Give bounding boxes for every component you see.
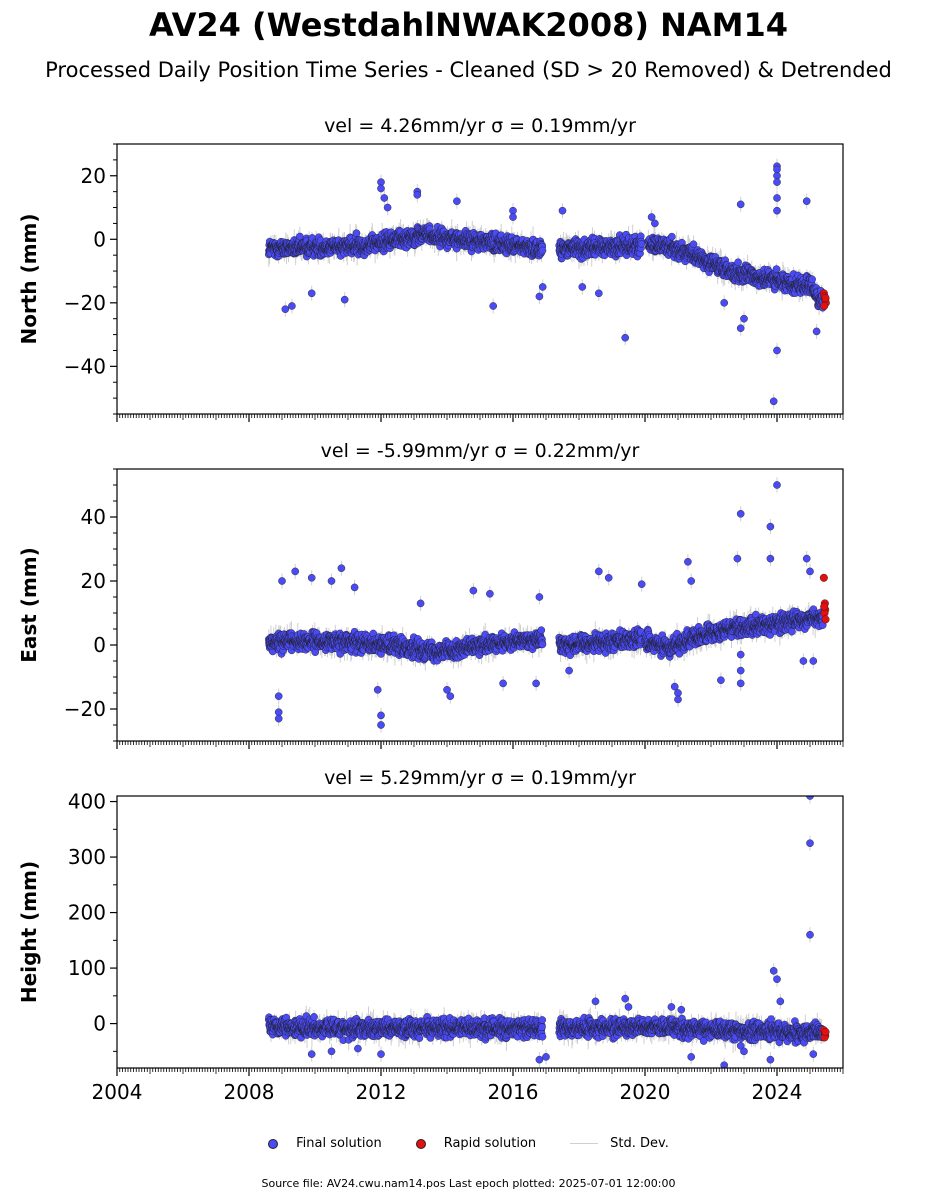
final-point-outlier: [647, 213, 656, 221]
final-point-outlier: [802, 197, 811, 205]
final-point-outlier: [307, 289, 316, 298]
plot-area-0: [264, 158, 830, 409]
final-point-outlier: [509, 213, 517, 221]
final-point-outlier: [558, 206, 567, 215]
final-point-outlier: [489, 302, 498, 310]
final-point-outlier: [769, 397, 778, 406]
y-tick-label: 0: [93, 227, 106, 251]
final-point-outlier: [377, 178, 385, 186]
final-point-outlier: [288, 302, 296, 310]
final-point-outlier: [377, 184, 385, 193]
final-points-0: [264, 162, 827, 406]
final-point: [296, 232, 304, 241]
final-point: [808, 275, 816, 284]
final-point-outlier: [340, 295, 349, 304]
final-point: [668, 232, 676, 241]
final-point-outlier: [773, 178, 781, 186]
y-tick-label: −40: [64, 354, 106, 378]
final-point-outlier: [736, 200, 745, 209]
final-point-outlier: [621, 333, 630, 342]
panel-title-0: vel = 4.26mm/yr σ = 0.19mm/yr: [324, 115, 636, 137]
final-point-outlier: [538, 283, 547, 291]
rapid-point: [820, 302, 829, 311]
final-point: [538, 246, 547, 255]
final-points-1: [264, 481, 827, 729]
rapid-points-0: [819, 289, 830, 311]
y-tick-label: 20: [81, 164, 106, 188]
final-point-outlier: [383, 203, 392, 212]
final-point-outlier: [812, 327, 821, 336]
final-point-outlier: [281, 305, 290, 313]
final-point-outlier: [651, 219, 659, 228]
final-point: [734, 258, 742, 267]
y-axis-label-0: North (mm): [17, 213, 41, 344]
plot-area-1: [264, 477, 830, 733]
final-point-outlier: [380, 194, 389, 202]
final-point-outlier: [773, 206, 781, 215]
final-point: [772, 265, 781, 273]
panel-0: 20 0 −20 −40 vel = 4.26mm/yr σ = 0.19mm/yr No…: [17, 115, 844, 422]
y-tick-label: −20: [64, 291, 106, 315]
final-point-outlier: [720, 299, 729, 307]
final-point-outlier: [740, 314, 748, 323]
final-point: [352, 229, 361, 237]
final-point-outlier: [578, 283, 587, 291]
final-point-outlier: [413, 191, 422, 199]
rapid-point: [821, 294, 830, 303]
final-point-outlier: [736, 324, 745, 333]
final-point: [637, 240, 646, 248]
final-point-outlier: [595, 289, 603, 298]
final-point-outlier: [773, 194, 781, 202]
final-point-outlier: [773, 346, 781, 355]
final-point-outlier: [773, 171, 781, 180]
final-point-outlier: [453, 197, 461, 205]
final-point-outlier: [535, 292, 544, 301]
final-point-outlier: [509, 206, 517, 215]
final-point-outlier: [773, 165, 781, 174]
